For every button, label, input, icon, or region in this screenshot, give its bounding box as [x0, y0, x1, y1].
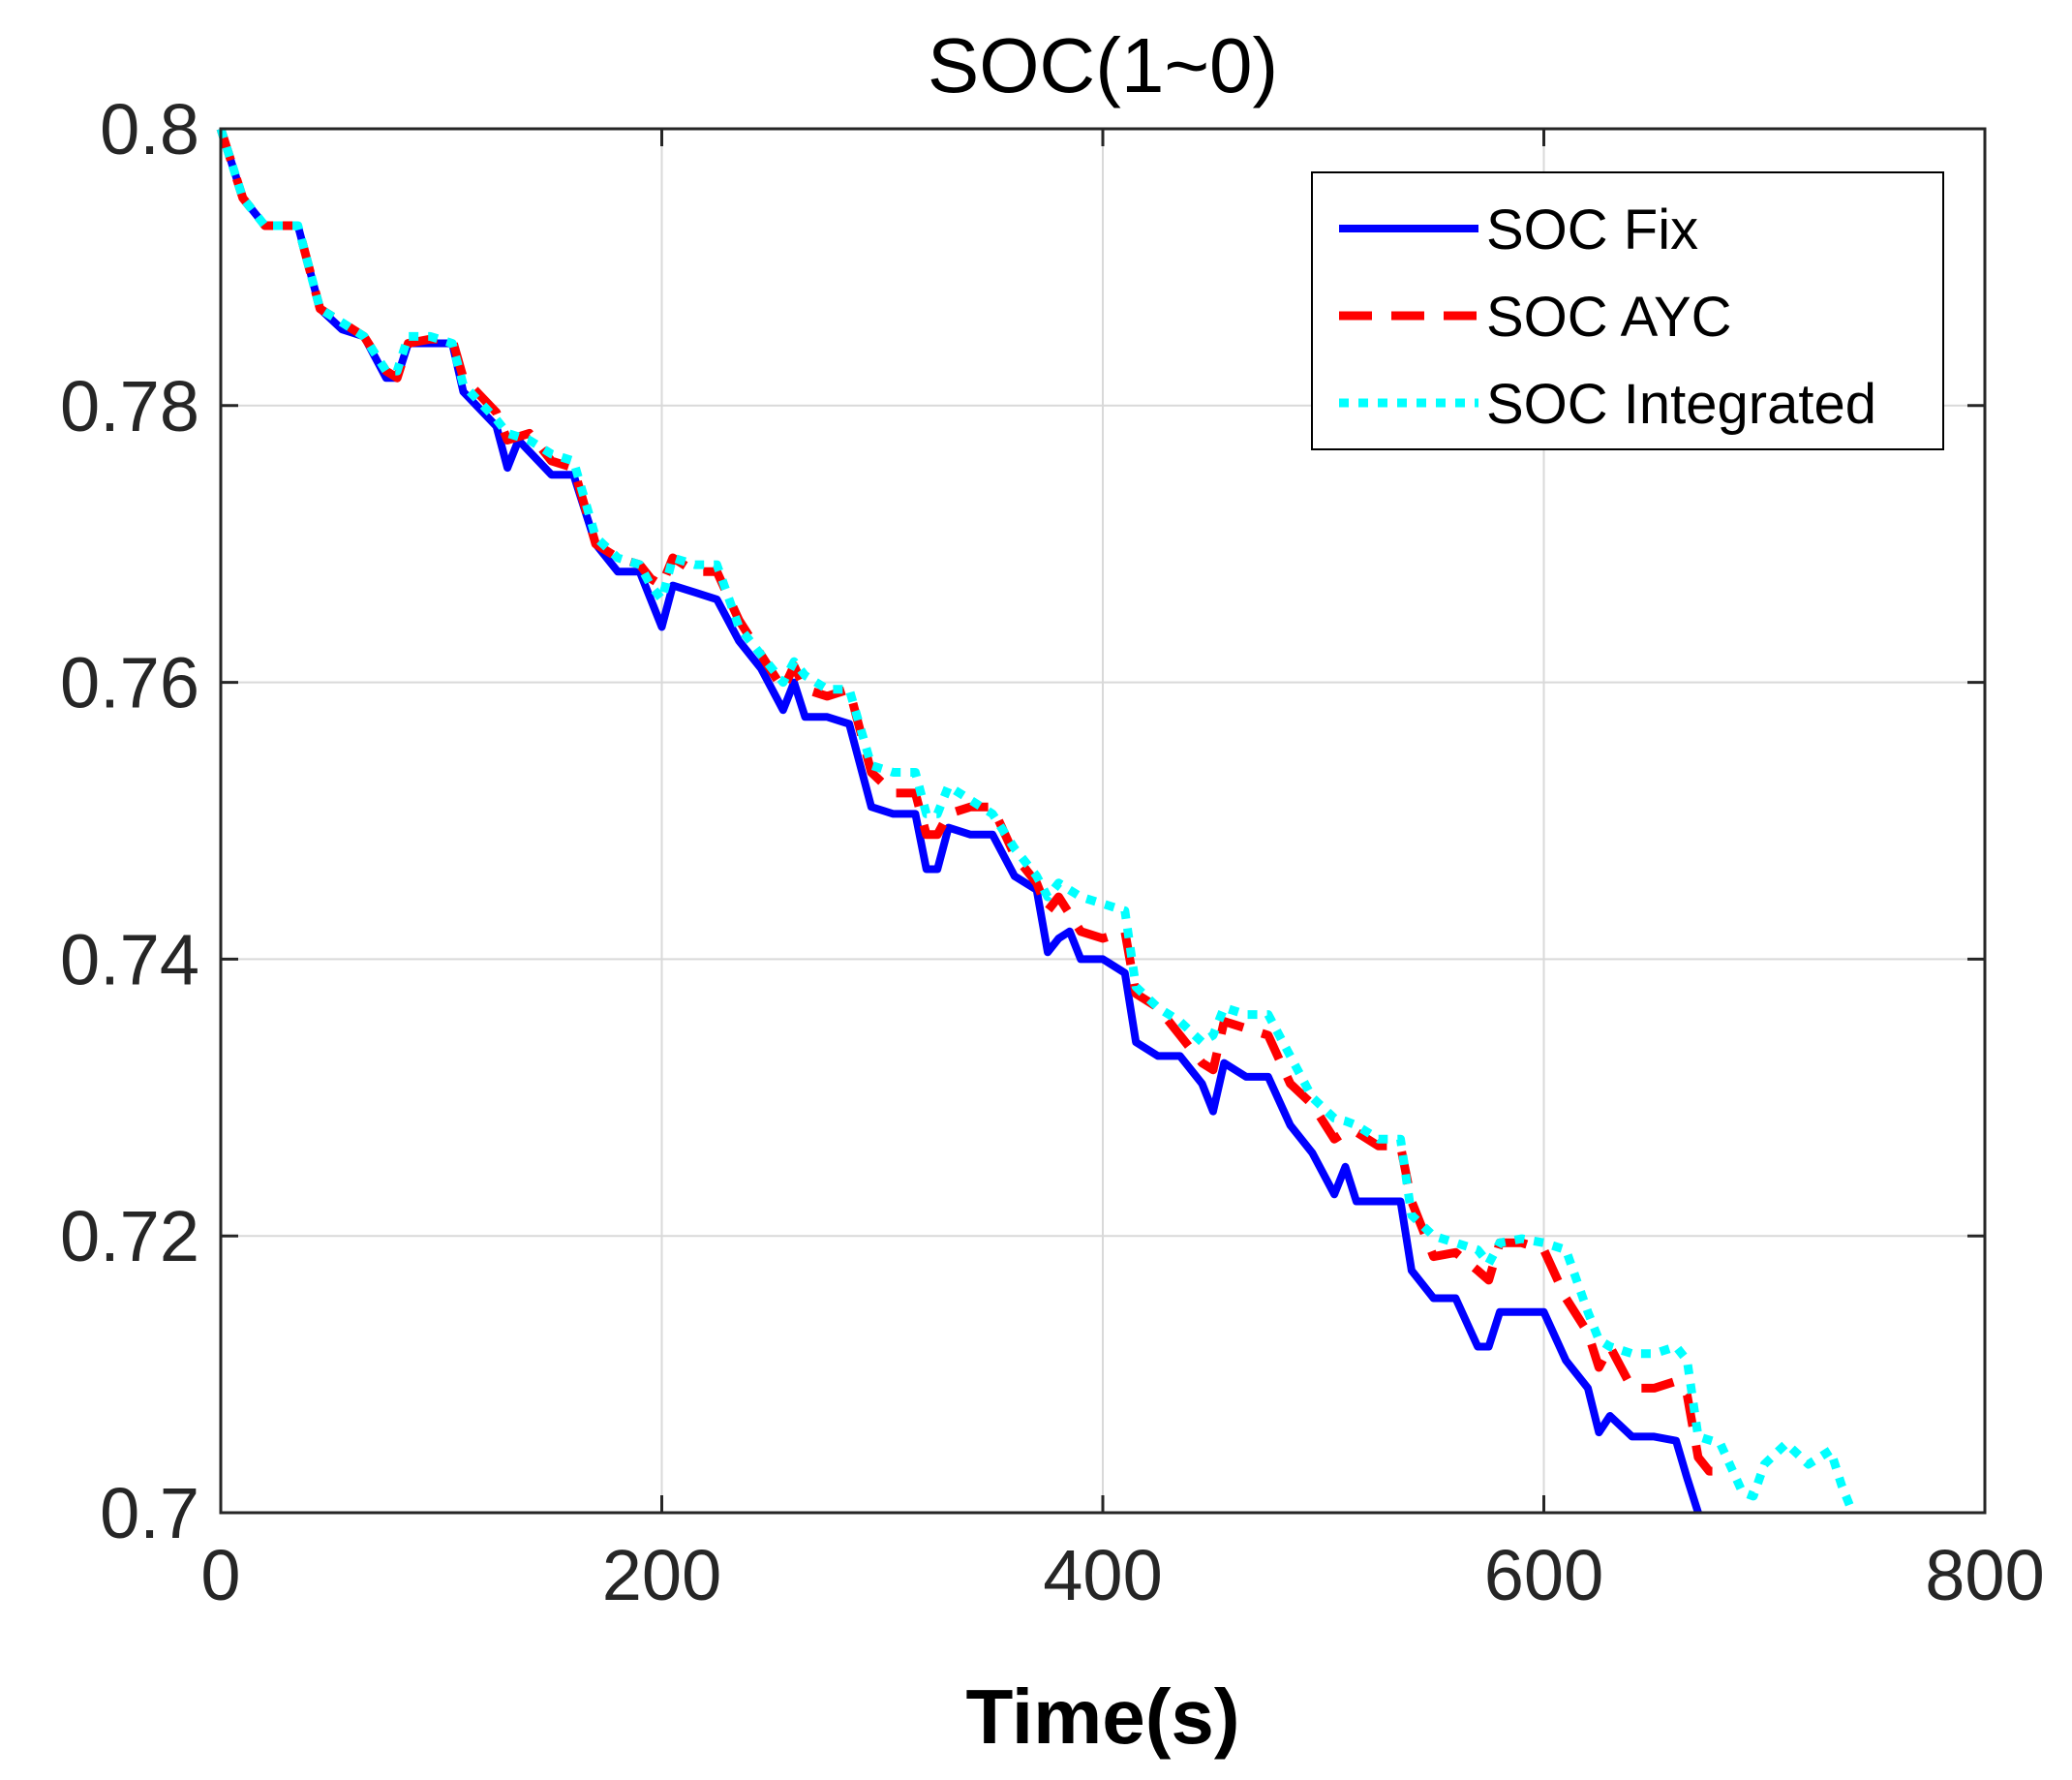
x-axis-label: Time(s)	[965, 1673, 1239, 1760]
x-tick-label: 400	[1043, 1535, 1162, 1615]
x-tick-label: 0	[200, 1535, 240, 1615]
x-tick-labels: 0 200 400 600 800	[200, 1535, 2044, 1615]
legend-label-soc-ayc: SOC AYC	[1486, 286, 1732, 349]
series-line-soc-fix	[217, 127, 1702, 1515]
x-tick-label: 600	[1484, 1535, 1603, 1615]
y-tick-label: 0.76	[60, 643, 199, 723]
chart-title: SOC(1~0)	[928, 22, 1278, 108]
plot-series	[216, 127, 1857, 1515]
y-tick-labels: 0.7 0.72 0.74 0.76 0.78 0.8	[60, 89, 199, 1553]
legend-label-soc-fix: SOC Fix	[1486, 199, 1698, 261]
y-tick-label: 0.72	[60, 1196, 199, 1276]
y-tick-label: 0.74	[60, 919, 199, 999]
y-tick-label: 0.8	[100, 89, 199, 169]
series-line-soc-integrated	[216, 127, 1857, 1515]
y-tick-label: 0.7	[100, 1473, 199, 1553]
legend-label-soc-integrated: SOC Integrated	[1486, 373, 1876, 436]
x-tick-label: 800	[1925, 1535, 2044, 1615]
y-tick-label: 0.78	[60, 366, 199, 446]
x-tick-label: 200	[602, 1535, 721, 1615]
tick-marks	[219, 127, 1987, 1515]
legend: SOC Fix SOC AYC SOC Integrated	[1311, 171, 1944, 450]
